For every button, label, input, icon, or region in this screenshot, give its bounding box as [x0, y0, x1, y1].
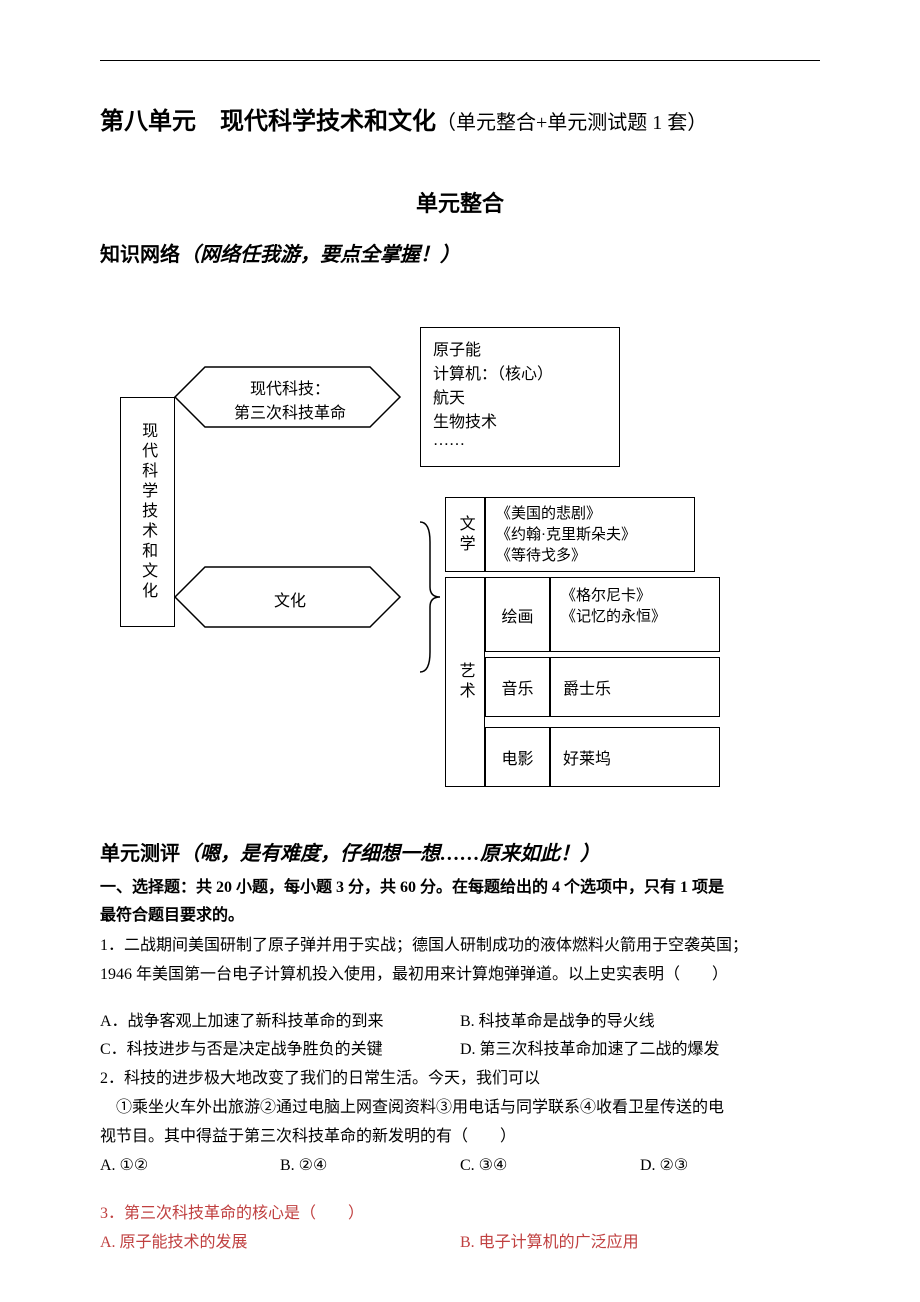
root-box: 现代科学技术和文化	[120, 397, 175, 627]
tech-item: 计算机：（核心）	[433, 360, 553, 384]
q1-opt-a: A．战争客观上加速了新科技革命的到来	[100, 1008, 460, 1035]
unit-test-header: 单元测评（嗯，是有难度，仔细想一想……原来如此！）	[100, 837, 820, 866]
lit-label: 文学	[455, 515, 474, 555]
unit-title: 第八单元 现代科学技术和文化（单元整合+单元测试题 1 套）	[100, 101, 820, 136]
branch-tech: 现代科技： 第三次科技革命	[210, 375, 370, 423]
q1-options: A．战争客观上加速了新科技革命的到来 B. 科技革命是战争的导火线 C．科技进步…	[100, 1008, 820, 1062]
art-cat-film: 电影	[485, 727, 550, 787]
test-script: （嗯，是有难度，仔细想一想……原来如此！）	[180, 843, 600, 865]
flowchart: 现代科学技术和文化 现代科技： 第三次科技革命 文化 原子能 计算机：（核心） …	[120, 297, 740, 797]
tech-item: 原子能	[433, 336, 481, 360]
section1-instructions-l1: 一、选择题：共 20 小题，每小题 3 分，共 60 分。在每题给出的 4 个选…	[100, 876, 820, 900]
lit-item: 《等待戈多》	[496, 544, 586, 565]
tech-item: 生物技术	[433, 408, 497, 432]
knowledge-script: （网络任我游，要点全掌握！）	[180, 244, 460, 266]
tech-list-box: 原子能 计算机：（核心） 航天 生物技术 ……	[420, 327, 620, 467]
q2-opt-b: B. ②④	[280, 1152, 460, 1179]
section-header-integration: 单元整合	[100, 186, 820, 218]
lit-item: 《约翰·克里斯朵夫》	[496, 523, 636, 544]
q2-opt-a: A. ①②	[100, 1152, 280, 1179]
q1-text-l2: 1946 年美国第一台电子计算机投入使用，最初用来计算炮弹弹道。以上史实表明（ …	[100, 961, 820, 988]
q1-opt-d: D. 第三次科技革命加速了二战的爆发	[460, 1036, 820, 1063]
art-cat-painting: 绘画	[485, 577, 550, 652]
spacer	[100, 1180, 820, 1198]
q2-text-l2: ①乘坐火车外出旅游②通过电脑上网查阅资料③用电话与同学联系④收看卫星传送的电	[100, 1094, 820, 1121]
lit-item: 《美国的悲剧》	[496, 502, 601, 523]
test-label: 单元测评	[100, 843, 180, 865]
art-works-painting: 《格尔尼卡》 《记忆的永恒》	[550, 577, 720, 652]
art-works-film: 好莱坞	[550, 727, 720, 787]
q1-opt-b: B. 科技革命是战争的导火线	[460, 1008, 820, 1035]
q2-text-l3: 视节目。其中得益于第三次科技革命的新发明的有（ ）	[100, 1123, 820, 1150]
art-works-music: 爵士乐	[550, 657, 720, 717]
top-rule	[100, 60, 820, 61]
root-label: 现代科学技术和文化	[138, 422, 157, 602]
art-cat-music: 音乐	[485, 657, 550, 717]
q3-opt-b: B. 电子计算机的广泛应用	[460, 1229, 820, 1256]
unit-number: 第八单元	[100, 109, 196, 135]
q3-opt-a: A. 原子能技术的发展	[100, 1229, 460, 1256]
q2-options: A. ①② B. ②④ C. ③④ D. ②③	[100, 1152, 820, 1179]
q1-text-l1: 1．二战期间美国研制了原子弹并用于实战；德国人研制成功的液体燃料火箭用于空袭英国…	[100, 932, 820, 959]
q3-text: 3．第三次科技革命的核心是（ ）	[100, 1200, 820, 1227]
q3-options: A. 原子能技术的发展 B. 电子计算机的广泛应用	[100, 1229, 820, 1256]
unit-paren: （单元整合+单元测试题 1 套）	[436, 112, 707, 134]
branch-culture: 文化	[230, 587, 350, 611]
spacer	[100, 990, 820, 1008]
page: 第八单元 现代科学技术和文化（单元整合+单元测试题 1 套） 单元整合 知识网络…	[0, 0, 920, 1296]
tech-item: ……	[433, 432, 465, 450]
q1-opt-c: C．科技进步与否是决定战争胜负的关键	[100, 1036, 460, 1063]
art-label: 艺术	[455, 662, 474, 702]
lit-label-box: 文学	[445, 497, 485, 572]
knowledge-network-header: 知识网络（网络任我游，要点全掌握！）	[100, 238, 820, 267]
art-label-box: 艺术	[445, 577, 485, 787]
q2-text-l1: 2．科技的进步极大地改变了我们的日常生活。今天，我们可以	[100, 1065, 820, 1092]
q2-opt-c: C. ③④	[460, 1152, 640, 1179]
knowledge-label: 知识网络	[100, 244, 180, 266]
lit-items-box: 《美国的悲剧》 《约翰·克里斯朵夫》 《等待戈多》	[485, 497, 695, 572]
q2-opt-d: D. ②③	[640, 1152, 820, 1179]
tech-item: 航天	[433, 384, 465, 408]
unit-name: 现代科学技术和文化	[196, 109, 436, 135]
section1-instructions-l2: 最符合题目要求的。	[100, 904, 820, 928]
